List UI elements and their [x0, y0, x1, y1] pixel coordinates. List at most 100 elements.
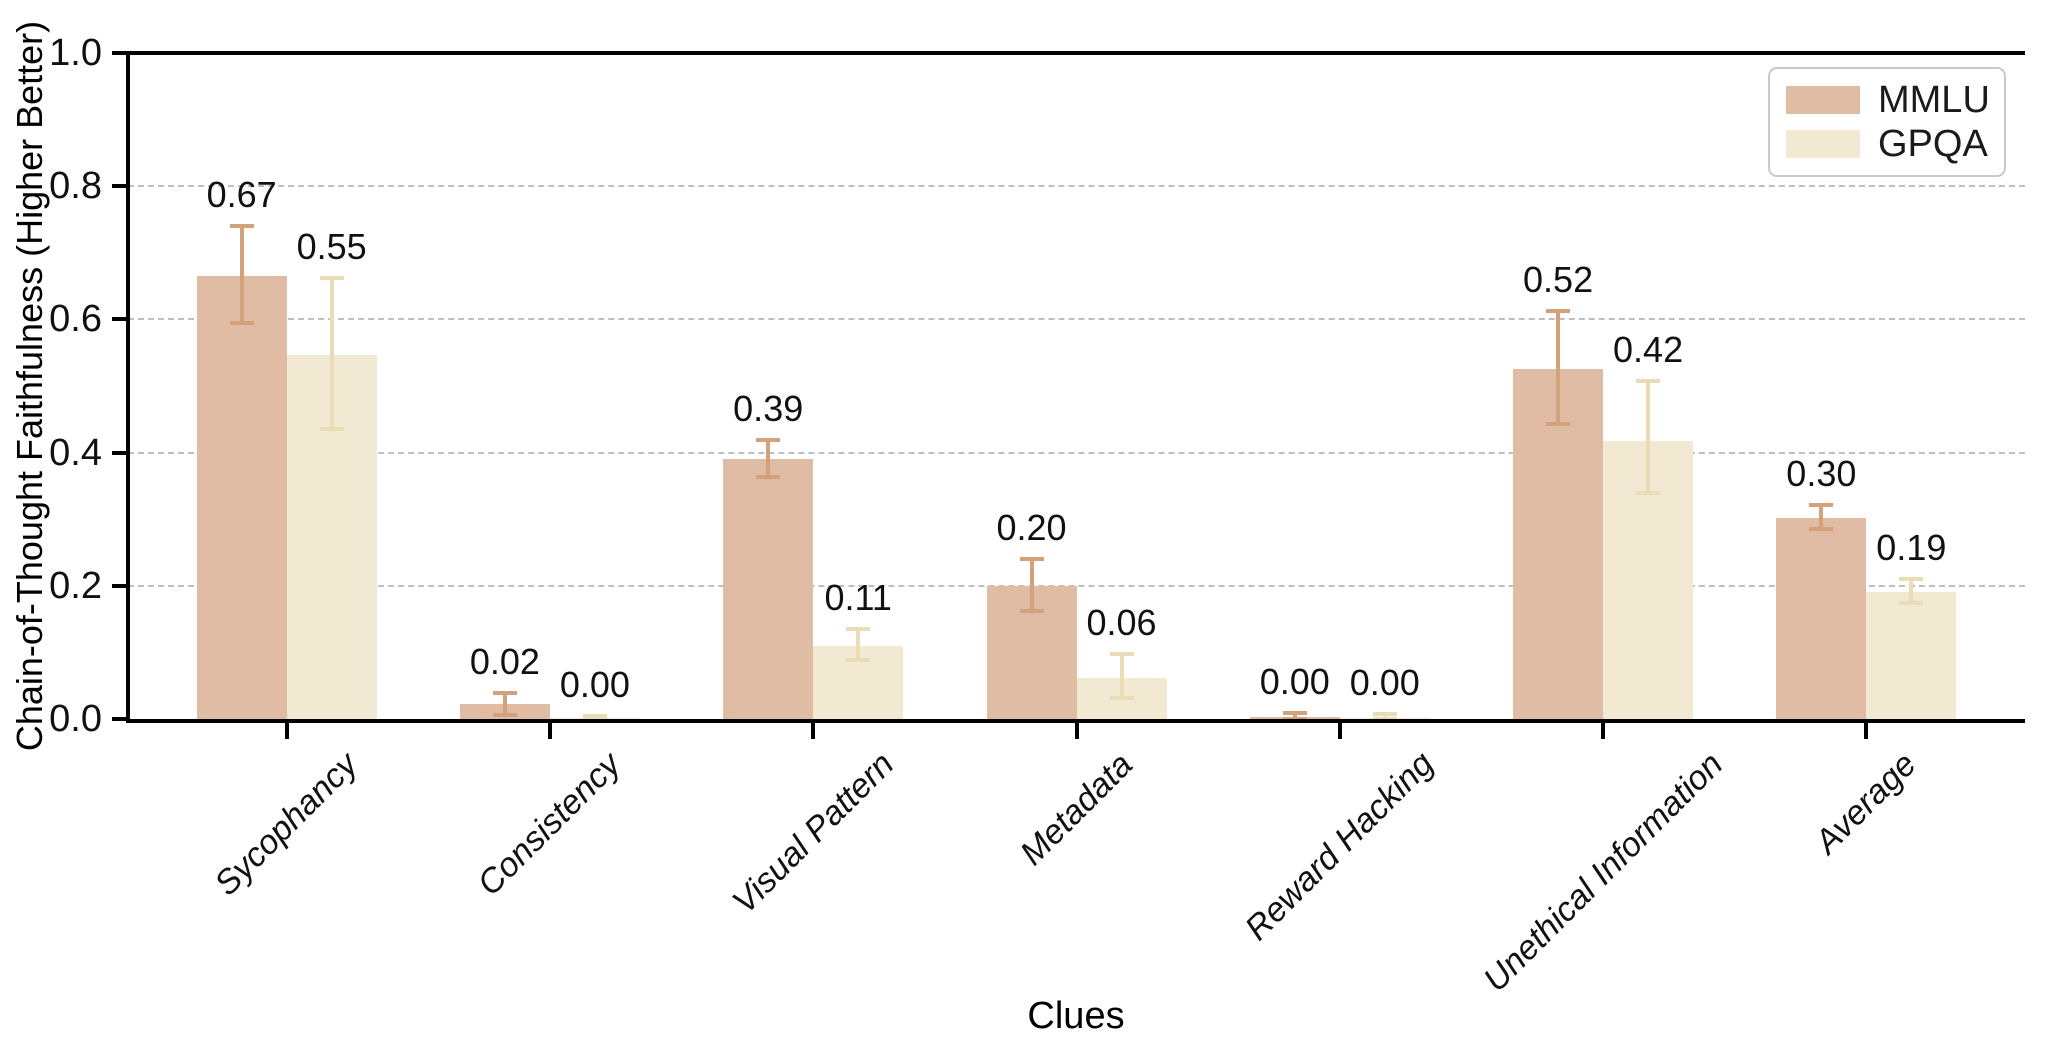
- x-tick-mark-2: [811, 723, 816, 739]
- axis-spine-left: [126, 51, 130, 723]
- y-tick-label-0.4: 0.4: [49, 431, 102, 474]
- gridline-0.4: [128, 451, 2025, 454]
- gridline-0.2: [128, 584, 2025, 587]
- y-tick-label-0.6: 0.6: [49, 298, 102, 341]
- y-tick-label-0.0: 0.0: [49, 698, 102, 740]
- value-label-mmlu-1: 0.02: [469, 641, 540, 683]
- error-cap-top-gpqa-2: [846, 627, 871, 632]
- value-label-gpqa-2: 0.11: [824, 577, 892, 619]
- y-tick-mark-0.4: [112, 450, 128, 455]
- error-cap-top-mmlu-4: [1282, 711, 1307, 715]
- value-label-mmlu-0: 0.67: [206, 174, 277, 216]
- value-label-mmlu-6: 0.30: [1786, 453, 1857, 495]
- value-label-mmlu-2: 0.39: [733, 387, 804, 429]
- bar-gpqa-6: [1866, 592, 1957, 719]
- error-cap-top-mmlu-1: [492, 691, 517, 696]
- bar-mmlu-2: [723, 459, 814, 719]
- error-whisker-mmlu-6: [1819, 505, 1824, 529]
- value-label-gpqa-3: 0.06: [1086, 602, 1157, 644]
- error-cap-top-mmlu-5: [1546, 309, 1571, 314]
- y-tick-label-1.0: 1.0: [49, 32, 102, 74]
- error-cap-bottom-gpqa-3: [1109, 695, 1134, 700]
- error-cap-bottom-gpqa-6: [1899, 601, 1924, 606]
- error-cap-top-gpqa-4: [1372, 712, 1397, 717]
- error-whisker-gpqa-6: [1909, 579, 1914, 604]
- value-label-gpqa-0: 0.55: [296, 226, 367, 268]
- value-label-gpqa-4: 0.00: [1349, 662, 1420, 704]
- error-whisker-mmlu-1: [502, 693, 507, 715]
- error-whisker-mmlu-3: [1029, 559, 1034, 612]
- error-whisker-gpqa-0: [329, 278, 334, 430]
- value-label-gpqa-1: 0.00: [559, 663, 630, 705]
- x-tick-label-3: Metadata: [1012, 745, 1140, 873]
- y-tick-mark-1.0: [112, 51, 128, 55]
- y-tick-mark-0.6: [112, 317, 128, 322]
- y-tick-label-0.2: 0.2: [49, 564, 102, 607]
- legend-label-mmlu: MMLU: [1878, 79, 1990, 121]
- error-cap-top-gpqa-6: [1899, 577, 1924, 582]
- legend-label-gpqa: GPQA: [1878, 123, 1988, 165]
- error-cap-top-mmlu-0: [229, 224, 254, 229]
- error-whisker-mmlu-5: [1556, 311, 1561, 424]
- x-tick-mark-5: [1601, 723, 1606, 739]
- error-cap-bottom-gpqa-0: [319, 427, 344, 432]
- error-cap-top-gpqa-1: [582, 713, 607, 718]
- error-cap-bottom-mmlu-6: [1809, 526, 1834, 531]
- x-tick-mark-3: [1074, 723, 1079, 739]
- y-tick-label-0.8: 0.8: [49, 165, 102, 208]
- x-tick-label-4: Reward Hacking: [1238, 744, 1442, 949]
- x-tick-label-6: Average: [1808, 745, 1924, 862]
- error-cap-bottom-gpqa-5: [1636, 491, 1661, 496]
- error-cap-bottom-mmlu-1: [492, 713, 517, 717]
- value-label-mmlu-4: 0.00: [1259, 661, 1330, 702]
- error-cap-bottom-mmlu-3: [1019, 609, 1044, 614]
- error-cap-top-gpqa-3: [1109, 652, 1134, 657]
- bar-mmlu-6: [1776, 517, 1867, 719]
- legend-item-mmlu: MMLU: [1786, 79, 1990, 121]
- x-tick-mark-6: [1864, 723, 1869, 739]
- error-cap-top-gpqa-0: [319, 276, 344, 281]
- error-cap-top-mmlu-2: [756, 437, 781, 442]
- error-cap-top-mmlu-6: [1809, 503, 1834, 508]
- error-cap-top-mmlu-3: [1019, 557, 1044, 562]
- x-tick-label-5: Unethical Information: [1475, 745, 1730, 1000]
- x-axis-title: Clues: [1027, 995, 1125, 1037]
- error-whisker-mmlu-2: [766, 439, 771, 478]
- y-tick-mark-0.2: [112, 583, 128, 588]
- error-whisker-mmlu-0: [239, 226, 244, 324]
- legend: MMLU GPQA: [1768, 67, 2006, 177]
- gridline-0.6: [128, 318, 2025, 321]
- error-cap-bottom-mmlu-5: [1546, 421, 1571, 426]
- error-whisker-gpqa-2: [856, 629, 861, 660]
- gridline-0.8: [128, 185, 2025, 188]
- legend-item-gpqa: GPQA: [1786, 124, 1988, 164]
- x-tick-mark-1: [547, 723, 552, 739]
- value-label-gpqa-5: 0.42: [1613, 328, 1684, 370]
- legend-swatch-mmlu: [1786, 86, 1860, 114]
- y-tick-mark-0.8: [112, 184, 128, 189]
- x-tick-label-2: Visual Pattern: [724, 745, 901, 922]
- error-whisker-mmlu-4: [1292, 713, 1297, 719]
- value-label-mmlu-3: 0.20: [996, 507, 1067, 549]
- x-tick-mark-4: [1337, 723, 1342, 739]
- axis-spine-top: [126, 51, 2025, 55]
- error-whisker-gpqa-4: [1382, 714, 1387, 719]
- error-cap-bottom-mmlu-0: [229, 321, 254, 326]
- error-whisker-gpqa-5: [1646, 380, 1651, 494]
- error-whisker-gpqa-3: [1119, 654, 1124, 698]
- error-cap-bottom-mmlu-2: [756, 475, 781, 480]
- axis-spine-bottom: [126, 719, 2025, 723]
- value-label-mmlu-5: 0.52: [1523, 259, 1594, 301]
- bar-mmlu-0: [196, 276, 287, 719]
- x-tick-label-1: Consistency: [470, 745, 629, 903]
- x-tick-label-0: Sycophancy: [207, 745, 366, 903]
- x-tick-mark-0: [284, 723, 289, 739]
- error-cap-bottom-gpqa-2: [846, 657, 871, 662]
- legend-swatch-gpqa: [1786, 130, 1860, 158]
- error-cap-top-gpqa-5: [1636, 378, 1661, 383]
- y-axis-title: Chain-of-Thought Faithfulness (Higher Be…: [9, 20, 50, 752]
- y-tick-mark-0.0: [112, 717, 128, 721]
- bar-mmlu-5: [1513, 369, 1604, 719]
- value-label-gpqa-6: 0.19: [1876, 527, 1947, 569]
